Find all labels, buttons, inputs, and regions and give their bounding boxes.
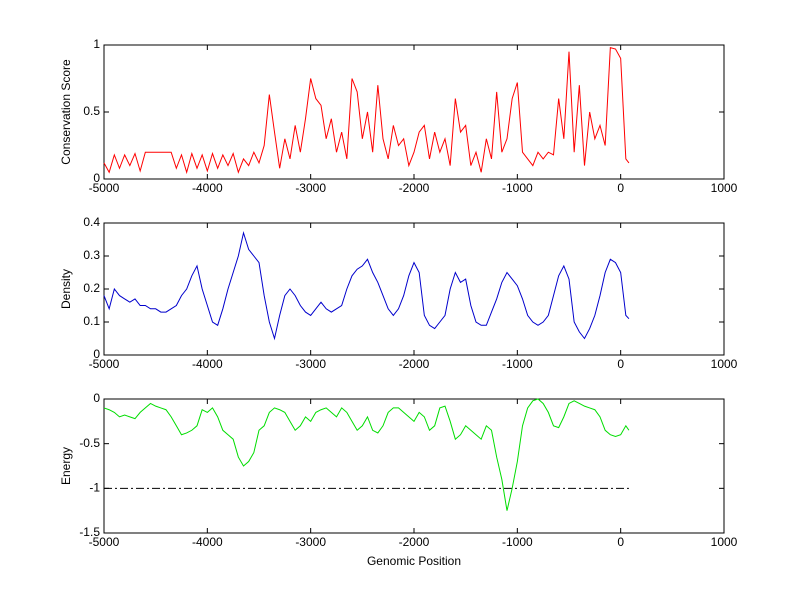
y-axis-label: Conservation Score xyxy=(59,59,73,165)
y-tick-label: 0 xyxy=(93,171,100,185)
x-tick-label: -4000 xyxy=(192,181,223,195)
x-tick-label: -3000 xyxy=(295,357,326,371)
x-tick-label: 1000 xyxy=(711,181,738,195)
x-tick-label: -4000 xyxy=(192,535,223,549)
x-tick-label: -2000 xyxy=(399,181,430,195)
x-tick-label: -2000 xyxy=(399,357,430,371)
x-tick-label: -5000 xyxy=(89,181,120,195)
y-tick-label: -0.5 xyxy=(79,436,100,450)
plot-area xyxy=(103,44,725,180)
data-line xyxy=(103,47,630,175)
x-tick-label: -3000 xyxy=(295,181,326,195)
y-axis-label: Density xyxy=(59,269,73,309)
plot-area xyxy=(103,222,725,356)
y-tick-label: 0.5 xyxy=(83,104,100,118)
x-tick-label: -4000 xyxy=(192,357,223,371)
x-tick-label: 0 xyxy=(617,535,624,549)
y-tick-label: 0.4 xyxy=(83,215,100,229)
x-tick-label: 0 xyxy=(617,181,624,195)
data-line xyxy=(103,230,630,341)
x-axis-label: Genomic Position xyxy=(367,554,461,568)
y-axis-label: Energy xyxy=(59,447,73,485)
y-tick-label: -1 xyxy=(89,481,100,495)
y-tick-label: 0 xyxy=(93,347,100,361)
y-tick-label: -1.5 xyxy=(79,525,100,539)
x-tick-label: 1000 xyxy=(711,357,738,371)
x-tick-label: -1000 xyxy=(502,535,533,549)
x-tick-label: -5000 xyxy=(89,357,120,371)
data-line xyxy=(103,398,630,511)
x-tick-label: -1000 xyxy=(502,181,533,195)
plot-area xyxy=(103,398,725,534)
x-tick-label: -1000 xyxy=(502,357,533,371)
y-tick-label: 1 xyxy=(93,37,100,51)
y-tick-label: 0.3 xyxy=(83,248,100,262)
x-tick-label: -5000 xyxy=(89,535,120,549)
y-tick-label: 0 xyxy=(93,391,100,405)
x-tick-label: -2000 xyxy=(399,535,430,549)
y-tick-label: 0.1 xyxy=(83,314,100,328)
x-tick-label: 0 xyxy=(617,357,624,371)
x-tick-label: -3000 xyxy=(295,535,326,549)
x-tick-label: 1000 xyxy=(711,535,738,549)
y-tick-label: 0.2 xyxy=(83,281,100,295)
